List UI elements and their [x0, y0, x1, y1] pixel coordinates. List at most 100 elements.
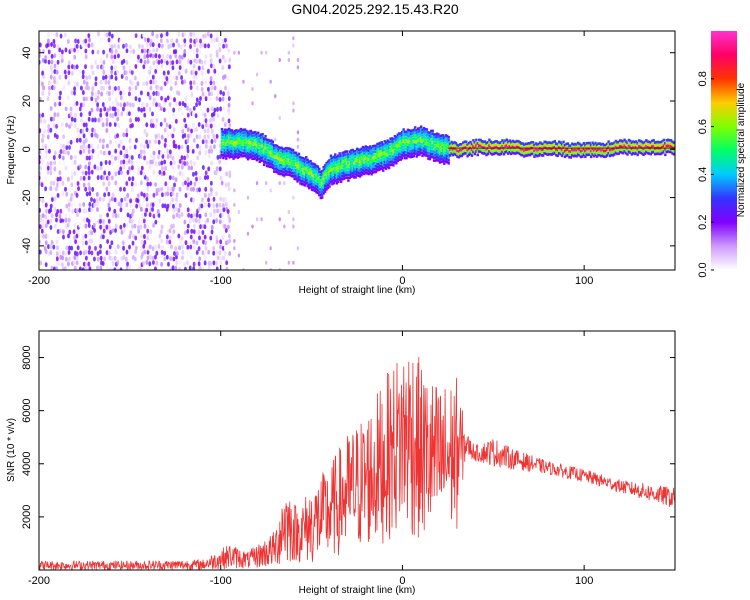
spectrogram-ridge-cell — [316, 171, 320, 174]
spectrogram-ridge-cell — [393, 152, 397, 156]
spectrogram-cell — [41, 219, 44, 225]
spectrogram-cell — [171, 191, 175, 197]
spectrogram-ridge-cell — [412, 137, 416, 140]
spectrogram-ridge-cell — [235, 137, 238, 141]
spectrogram-ridge-cell — [309, 159, 312, 163]
spectrogram-ridge-cell — [274, 164, 277, 168]
spectrogram-ridge-cell — [376, 151, 379, 155]
spectrogram-cell — [70, 182, 74, 188]
spectrogram-cell — [180, 164, 184, 170]
spectrogram-ridge-cell — [236, 153, 240, 156]
spectrogram-ridge-cell — [252, 145, 256, 149]
spectrogram-ridge-cell — [398, 143, 401, 147]
spectrogram-cell — [130, 187, 134, 193]
spectrogram-cell — [204, 33, 207, 39]
spectrogram-ridge-cell — [364, 153, 368, 157]
spectrogram-ridge-cell — [226, 137, 229, 140]
spectrogram-cell — [172, 127, 176, 132]
spectrogram-ridge-cell — [374, 153, 378, 156]
spectrogram-cell — [119, 224, 123, 230]
spectrogram-ridge-cell — [290, 148, 293, 152]
spectrogram-ridge-cell — [632, 149, 635, 152]
spectrogram-ridge-cell — [613, 150, 616, 153]
spectrogram-ridge-cell — [382, 146, 385, 149]
spectrogram-ridge-cell — [424, 130, 427, 134]
colorbar-tick-label: 0.8 — [697, 71, 709, 86]
spectrogram-cell — [82, 122, 86, 128]
spectrogram-ridge-cell — [300, 179, 304, 183]
spectrogram-cell — [221, 212, 225, 218]
spectrogram-ridge-cell — [342, 174, 346, 177]
spectrogram-ridge-cell — [379, 144, 382, 148]
spectrogram-ridge-cell — [440, 154, 443, 158]
spectrogram-cell — [192, 186, 196, 192]
spectrogram-cell — [98, 249, 102, 255]
spectrogram-cell — [130, 218, 134, 224]
spectrogram-cell — [169, 86, 173, 91]
spectrogram-cell — [171, 265, 175, 270]
spectrogram-ridge-cell — [637, 150, 641, 154]
spectrogram-cell — [95, 133, 99, 139]
spectrogram-ridge-cell — [501, 139, 504, 142]
spectrogram-ridge-cell — [386, 145, 389, 148]
spectrogram-cell — [287, 50, 291, 55]
spectrogram-ridge-cell — [293, 168, 296, 172]
spectrogram-ridge-cell — [408, 149, 411, 152]
spectrogram-ridge-cell — [607, 146, 610, 149]
spectrogram-ridge-cell — [220, 148, 224, 151]
spectrogram-ridge-cell — [668, 150, 671, 154]
spectrogram-cell — [88, 202, 92, 207]
spectrogram-ridge-cell — [480, 140, 484, 143]
spectrogram-ridge-cell — [289, 153, 292, 157]
spectrogram-ridge-cell — [555, 151, 558, 154]
spectrogram-ridge-cell — [576, 144, 580, 148]
spectrogram-cell — [174, 201, 178, 207]
spectrogram-ridge-cell — [316, 191, 320, 195]
spectrogram-ridge-cell — [331, 182, 334, 186]
spectrogram-ridge-cell — [290, 160, 293, 163]
spectrogram-ridge-cell — [425, 128, 429, 131]
spectrogram-ridge-cell — [434, 138, 437, 142]
spectrogram-ridge-cell — [483, 148, 487, 152]
spectrogram-cell — [192, 261, 196, 267]
spectrogram-cell — [133, 256, 137, 262]
spectrogram-ridge-cell — [527, 141, 530, 145]
spectrogram-ridge-cell — [367, 166, 370, 170]
spectrogram-ridge-cell — [302, 165, 305, 169]
spectrogram-cell — [41, 58, 45, 63]
spectrogram-cell — [204, 150, 208, 156]
spectrogram-ridge-cell — [312, 162, 315, 166]
spectrogram-ridge-cell — [462, 141, 465, 145]
spectrogram-ridge-cell — [222, 136, 225, 139]
spectrogram-ridge-cell — [669, 142, 673, 145]
spectrogram-cell — [186, 207, 190, 213]
spectrogram-cell — [103, 106, 107, 112]
spectrogram-cell — [164, 191, 168, 197]
spectrogram-ridge-cell — [387, 163, 391, 167]
spectrogram-ridge-cell — [287, 164, 290, 168]
spectrogram-ridge-cell — [370, 167, 373, 170]
spectrogram-ridge-cell — [400, 145, 404, 148]
spectrogram-cell — [137, 229, 141, 234]
spectrogram-ridge-cell — [364, 148, 368, 151]
spectrogram-ridge-cell — [235, 143, 238, 147]
spectrogram-ridge-cell — [267, 153, 270, 156]
spectrogram-ridge-cell — [262, 146, 266, 149]
spectrogram-ridge-cell — [268, 145, 272, 148]
spectrogram-ridge-cell — [437, 144, 440, 148]
spectrogram-cell — [152, 48, 156, 53]
spectrogram-ridge-cell — [268, 162, 272, 166]
spectrogram-cell — [49, 127, 53, 133]
spectrogram-ridge-cell — [222, 147, 225, 151]
spectrogram-cell — [79, 37, 82, 43]
spectrogram-ridge-cell — [367, 169, 370, 173]
spectrogram-ridge-cell — [566, 145, 570, 148]
spectrogram-ridge-cell — [518, 149, 522, 153]
spectrogram-cell — [186, 138, 190, 144]
spectrogram-cell — [198, 187, 201, 193]
spectrogram-ridge-cell — [264, 155, 267, 158]
spectrogram-ridge-cell — [303, 178, 306, 181]
spectrogram-ridge-cell — [603, 149, 606, 153]
spectrogram-cell — [157, 59, 161, 65]
spectrogram-ridge-cell — [323, 164, 327, 167]
